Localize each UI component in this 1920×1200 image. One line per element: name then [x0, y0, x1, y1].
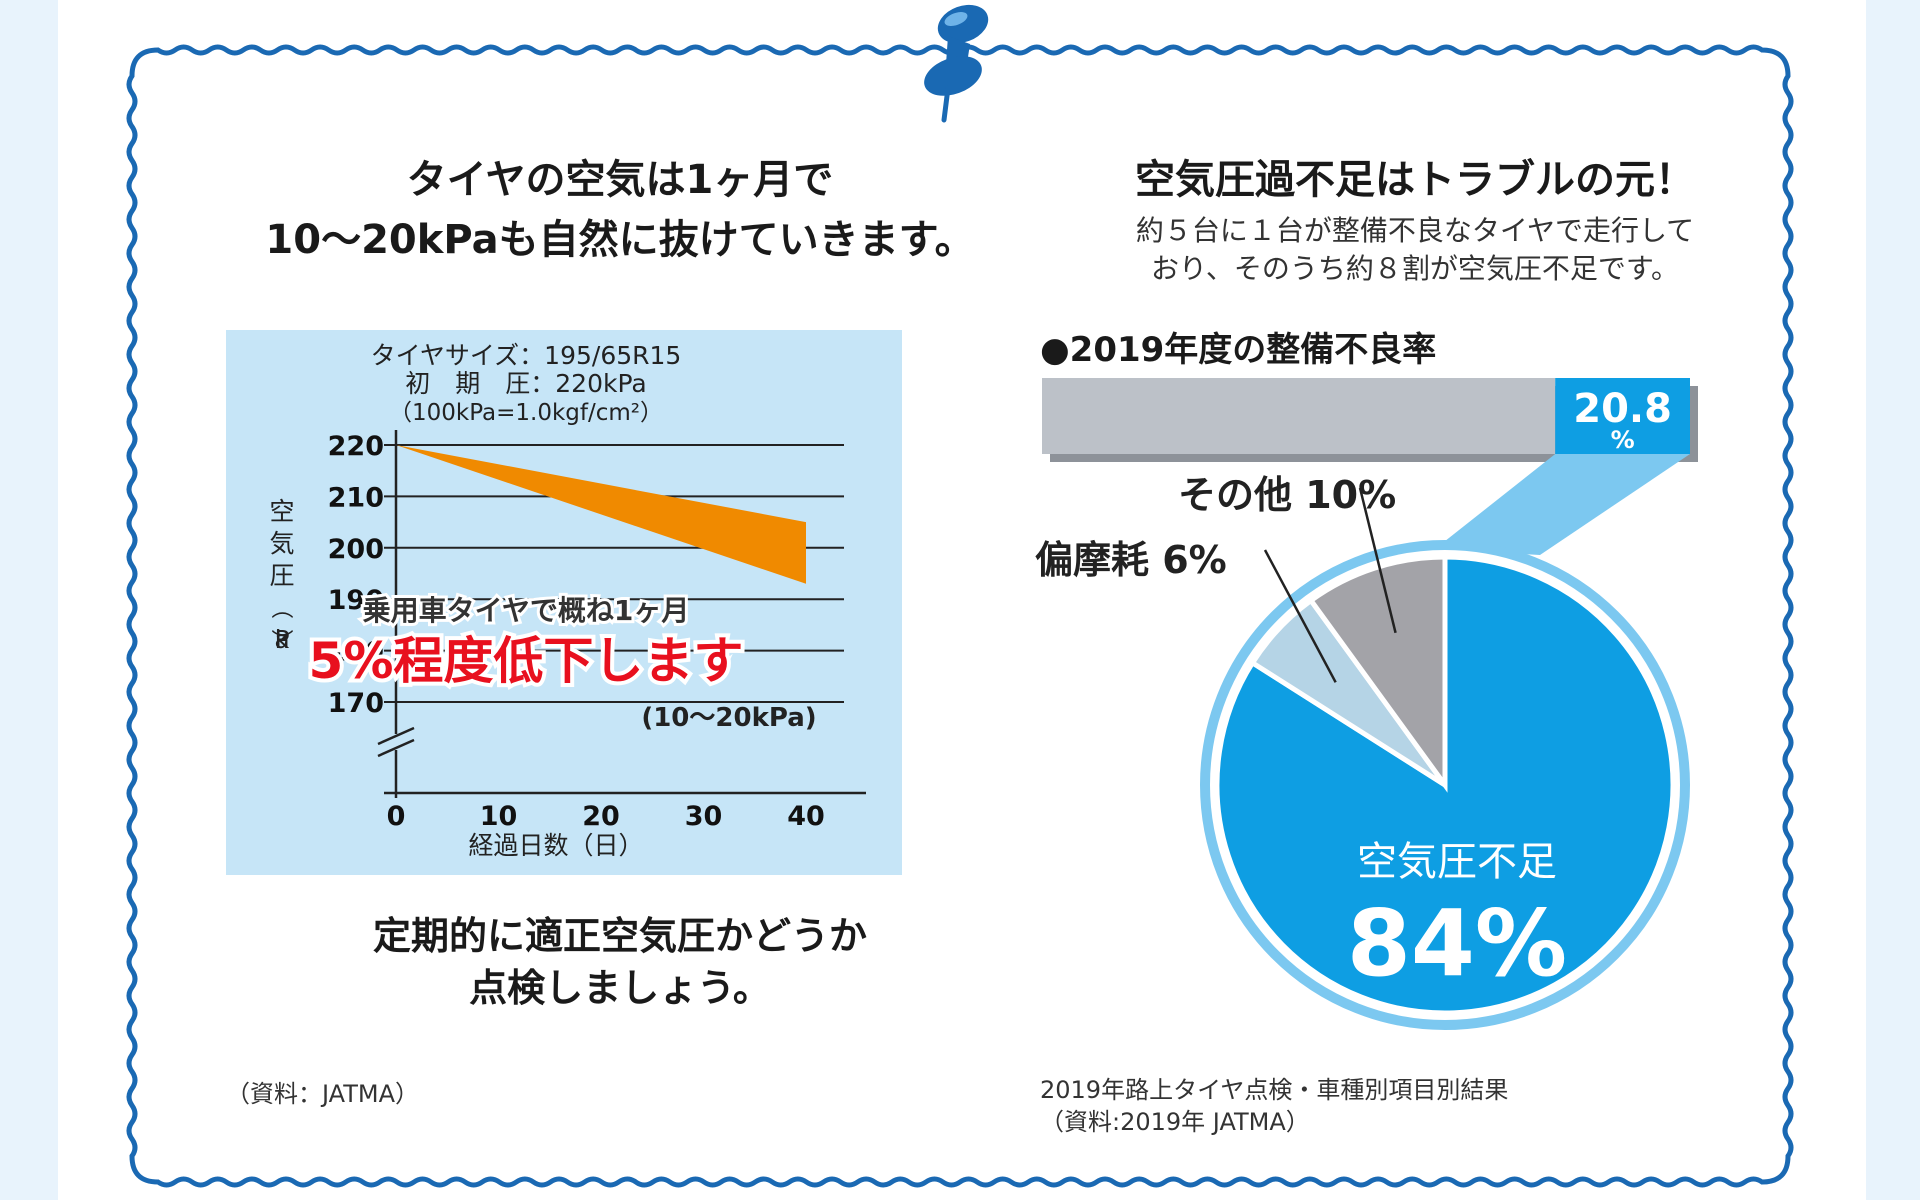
bar-unit-label: %: [1611, 426, 1635, 454]
pie-leader-lines: [1263, 487, 1397, 683]
pie-main-value: 84%: [1347, 890, 1567, 997]
defect-rate-chart: 20.8% 空気圧不足 84% 偏摩耗 6% その他 10%: [1035, 378, 1698, 1030]
chart-info-line1: タイヤサイズ：195/65R15: [371, 341, 682, 370]
bar-value-label: 20.8: [1573, 386, 1672, 432]
bar-segment: [1042, 378, 1556, 454]
right-source-line2: （資料:2019年 JATMA）: [1040, 1108, 1310, 1136]
x-axis-label: 経過日数（日）: [468, 831, 643, 860]
bar-to-pie-connector: [1435, 454, 1690, 555]
left-note-line2: 点検しましょう。: [469, 966, 771, 1010]
chart-info-line2: 初 期 圧：220kPa: [405, 369, 646, 398]
y-tick-label: 180: [328, 637, 384, 668]
annotation-line3: (10～20kPa): [641, 703, 816, 733]
defect-rate-title: ●2019年度の整備不良率: [1040, 330, 1437, 370]
annotation-line1: 乗用車タイヤで概ね1ヶ月: [363, 594, 690, 627]
y-label-char: k: [275, 625, 290, 654]
break-slash: [377, 726, 415, 746]
y-tick-label: 220: [328, 431, 384, 462]
y-label-char: （: [268, 597, 293, 619]
right-source-line1: 2019年路上タイヤ点検・車種別項目別結果: [1040, 1076, 1509, 1104]
chart-background: [226, 330, 902, 875]
right-subtitle: 約５台に１台が整備不良なタイヤで走行して おり、そのうち約８割が空気圧不足です。: [1000, 212, 1830, 288]
right-subtitle-line2: おり、そのうち約８割が空気圧不足です。: [1150, 252, 1680, 285]
right-heading: 空気圧過不足はトラブルの元！: [1135, 157, 1695, 203]
x-tick-label: 30: [685, 801, 723, 832]
pie-slices: [1214, 554, 1676, 1016]
left-note: 定期的に適正空気圧かどうか 点検しましょう。: [120, 910, 1120, 1014]
pie-slice: [1307, 554, 1448, 793]
y-label-char: a: [274, 625, 289, 654]
axis-break-mark: [377, 726, 415, 758]
y-tick-label: 210: [328, 482, 384, 513]
x-tick-label: 40: [787, 801, 825, 832]
chart-info-line3: （100kPa=1.0kgf/cm²）: [389, 400, 663, 426]
gridlines: [384, 444, 844, 703]
x-tick-label: 0: [387, 801, 406, 832]
y-label-char: 気: [269, 529, 294, 558]
x-tick-label: 10: [480, 801, 518, 832]
leader-line: [1358, 487, 1397, 634]
pressure-range-area: [396, 445, 806, 584]
pie-slice-label: その他 10%: [1178, 473, 1396, 517]
break-slash: [377, 738, 415, 758]
pie-labels: 空気圧不足 84% 偏摩耗 6% その他 10%: [1035, 473, 1567, 997]
y-label-char: 空: [269, 497, 294, 526]
y-tick-label: 170: [328, 688, 384, 719]
left-source: （資料：JATMA）: [226, 1080, 419, 1108]
x-tick-label: 20: [582, 801, 620, 832]
annotation-line2: 5%程度低下します: [309, 632, 744, 690]
left-heading-line1: タイヤの空気は1ヶ月で: [406, 157, 834, 203]
pressure-decline-chart: タイヤサイズ：195/65R15 初 期 圧：220kPa （100kPa=1.…: [226, 330, 902, 875]
push-pin-icon: [924, 4, 989, 123]
defect-rate-bar: 20.8%: [1042, 378, 1698, 462]
pie-main-label: 空気圧不足: [1357, 839, 1557, 885]
y-tick-labels: 220 210 200 190 180 170: [328, 431, 384, 719]
y-axis-label: 空気圧 （ kPa）: [268, 497, 295, 654]
right-source: 2019年路上タイヤ点検・車種別項目別結果 （資料:2019年 JATMA）: [1040, 1074, 1508, 1138]
y-label-char: P: [274, 625, 289, 654]
y-tick-label: 190: [328, 585, 384, 616]
leader-line: [1263, 549, 1337, 683]
right-subtitle-line1: 約５台に１台が整備不良なタイヤで走行して: [1135, 214, 1695, 247]
left-heading-line2: 10～20kPaも自然に抜けていきます。: [265, 217, 975, 263]
y-label-char: 圧: [269, 561, 294, 590]
bar-segment: [1555, 378, 1690, 454]
left-heading: タイヤの空気は1ヶ月で 10～20kPaも自然に抜けていきます。: [120, 150, 1120, 270]
y-tick-label: 200: [328, 534, 384, 565]
left-note-line1: 定期的に適正空気圧かどうか: [372, 914, 867, 958]
y-label-char: ）: [268, 629, 293, 651]
x-tick-labels: 0 10 20 30 40: [387, 801, 825, 832]
pie-slice-label: 偏摩耗 6%: [1035, 538, 1227, 582]
